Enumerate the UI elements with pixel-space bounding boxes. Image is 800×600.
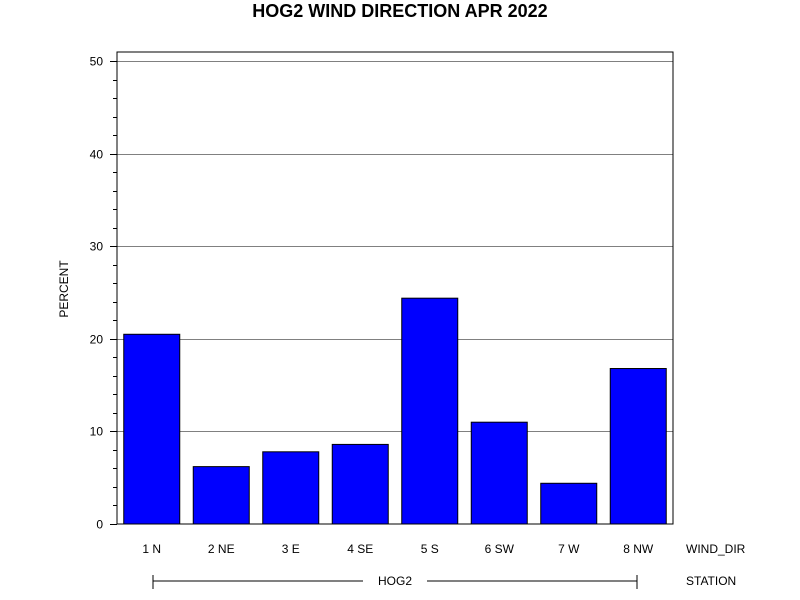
bars: [123, 297, 667, 525]
y-tick-label: 10: [90, 425, 104, 439]
station-bracket: HOG2: [152, 574, 638, 589]
station-value: HOG2: [378, 574, 412, 588]
bar: [609, 368, 667, 525]
y-tick-label: 40: [90, 148, 104, 162]
bar: [331, 443, 389, 525]
x-axis: 1 N 2 NE 3 E 4 SE 5 S 6 SW 7 W 8 NW: [142, 542, 654, 556]
y-tick-label: 20: [90, 333, 104, 347]
bar: [262, 451, 320, 525]
bar: [401, 297, 459, 525]
x-tick-label: 6 SW: [485, 542, 515, 556]
x-tick-label: 1 N: [142, 542, 161, 556]
y-tick-label: 0: [96, 518, 103, 532]
bar: [540, 482, 598, 525]
x-tick-label: 7 W: [558, 542, 580, 556]
bar: [192, 466, 250, 525]
x-tick-label: 4 SE: [347, 542, 373, 556]
y-axis-label: PERCENT: [57, 260, 71, 318]
x-tick-label: 3 E: [282, 542, 300, 556]
bar: [123, 333, 181, 525]
plot-frame: [116, 51, 674, 525]
station-label: STATION: [686, 574, 736, 588]
grid-lines: [117, 61, 673, 432]
x-tick-label: 8 NW: [623, 542, 654, 556]
x-tick-label: 5 S: [421, 542, 439, 556]
chart-title: HOG2 WIND DIRECTION APR 2022: [252, 1, 548, 21]
y-axis: 0 10 20 30 40 50: [90, 55, 117, 532]
bar: [470, 421, 528, 525]
x-axis-label: WIND_DIR: [686, 542, 746, 556]
x-tick-label: 2 NE: [208, 542, 235, 556]
y-tick-label: 30: [90, 240, 104, 254]
y-tick-label: 50: [90, 55, 104, 69]
